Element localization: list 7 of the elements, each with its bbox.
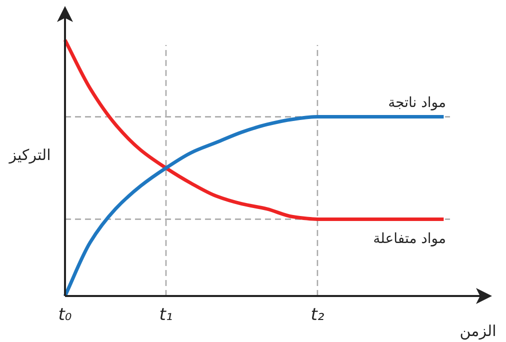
y-axis-title: التركيز xyxy=(8,146,51,164)
x-tick-label: t₂ xyxy=(310,305,324,325)
x-axis-title: الزمن xyxy=(460,322,496,340)
ref-line-label: مواد متفاعلة xyxy=(373,231,446,248)
x-tick-label: t₀ xyxy=(58,305,72,325)
ref-line-label: مواد ناتجة xyxy=(388,94,446,111)
x-tick-label: t₁ xyxy=(159,305,173,325)
